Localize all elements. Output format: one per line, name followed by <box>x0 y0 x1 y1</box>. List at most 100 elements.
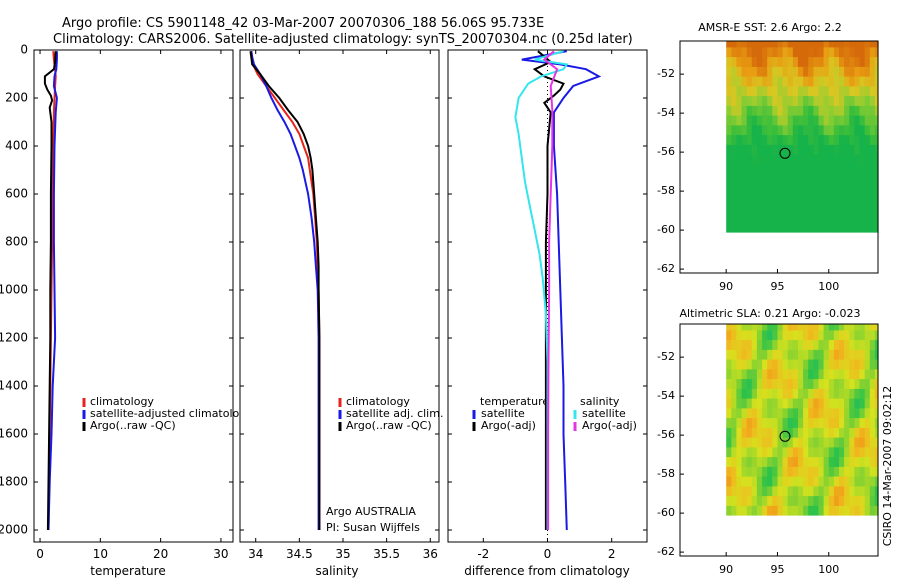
map-cell <box>767 407 773 419</box>
map-cell <box>787 85 794 97</box>
map-cell <box>756 456 763 467</box>
map-cell <box>849 368 855 380</box>
map-cell <box>844 115 850 126</box>
map-cell <box>751 222 758 233</box>
map-cell <box>741 359 748 370</box>
map-cell <box>762 134 768 145</box>
map-cell <box>818 193 825 204</box>
map-cell <box>833 124 840 136</box>
map-cell <box>792 144 799 155</box>
map-cell <box>787 212 794 223</box>
map-cell <box>741 115 748 126</box>
map-cell <box>803 417 809 428</box>
difference-legend: temperature satellite Argo(-adj) salinit… <box>472 395 637 432</box>
map-cell <box>874 398 879 409</box>
map-cell <box>859 329 866 341</box>
map-cell <box>741 466 748 477</box>
map-cell <box>869 407 876 419</box>
map-cell <box>726 485 732 497</box>
pi-annotation: PI: Susan Wijffels <box>326 521 420 534</box>
map-cell <box>731 124 737 136</box>
map-cell <box>787 144 794 155</box>
map-cell <box>854 456 861 467</box>
map-cell <box>813 476 820 487</box>
map-cell <box>864 437 871 448</box>
map-cell <box>823 417 830 428</box>
map-cell <box>818 105 825 116</box>
map-cell <box>792 427 799 438</box>
map-cell <box>859 417 866 428</box>
map-cell <box>869 329 876 341</box>
map-cell <box>823 46 830 58</box>
map-y-tick-label: -52 <box>657 67 675 80</box>
map-cell <box>787 456 794 467</box>
map-cell <box>844 456 850 467</box>
map-cell <box>772 446 778 458</box>
map-cell <box>823 324 830 331</box>
map-cell <box>828 437 835 448</box>
map-cell <box>803 339 809 350</box>
map-cell <box>777 115 784 126</box>
map-cell <box>839 427 845 438</box>
map-y-tick-label: -56 <box>657 145 675 158</box>
map-cell <box>782 46 789 58</box>
map-x-tick-label: 95 <box>770 280 784 293</box>
map-cell <box>746 183 753 194</box>
map-cell <box>818 202 825 214</box>
map-cell <box>741 485 748 497</box>
map-cell <box>756 193 763 204</box>
map-cell <box>731 46 737 58</box>
map-cell <box>864 41 871 48</box>
map-cell <box>751 407 758 419</box>
map-cell <box>798 163 804 175</box>
map-cell <box>772 505 778 516</box>
map-cell <box>849 154 855 165</box>
map-cell <box>859 66 866 77</box>
map-cell <box>803 427 809 438</box>
map-cell <box>874 144 879 155</box>
map-cell <box>828 76 835 87</box>
map-cell <box>818 388 825 399</box>
map-cell <box>803 134 809 145</box>
map-cell <box>828 46 835 58</box>
map-cell <box>844 173 850 184</box>
map-cell <box>726 359 732 370</box>
map-cell <box>823 193 830 204</box>
map-cell <box>772 154 778 165</box>
map-cell <box>828 154 835 165</box>
map-cell <box>839 95 845 106</box>
map-cell <box>792 85 799 97</box>
map-cell <box>787 124 794 136</box>
map-cell <box>864 417 871 428</box>
map-cell <box>767 202 773 214</box>
map-cell <box>849 456 855 467</box>
map-cell <box>772 427 778 438</box>
map-cell <box>777 466 784 477</box>
legend-label-climatology: climatology <box>346 395 410 408</box>
map-cell <box>762 222 768 233</box>
map-cell <box>808 76 814 87</box>
map-cell <box>787 495 794 506</box>
legend-header-salinity: salinity <box>580 395 620 408</box>
map-cell <box>823 349 830 360</box>
map-cell <box>859 378 866 389</box>
x-tick-label: 34 <box>248 547 263 561</box>
map-cell <box>762 427 768 438</box>
map-cell <box>746 85 753 97</box>
map-cell <box>808 85 814 97</box>
map-cell <box>854 95 861 106</box>
map-cell <box>844 154 850 165</box>
map-cell <box>818 349 825 360</box>
map-cell <box>818 339 825 350</box>
map-cell <box>767 359 773 370</box>
map-cell <box>741 427 748 438</box>
map-cell <box>828 378 835 389</box>
map-cell <box>772 495 778 506</box>
map-cell <box>756 41 763 48</box>
map-cell <box>854 324 861 331</box>
map-cell <box>818 222 825 233</box>
map-cell <box>813 446 820 458</box>
map-cell <box>798 495 804 506</box>
map-cell <box>839 476 845 487</box>
map-cell <box>767 417 773 428</box>
